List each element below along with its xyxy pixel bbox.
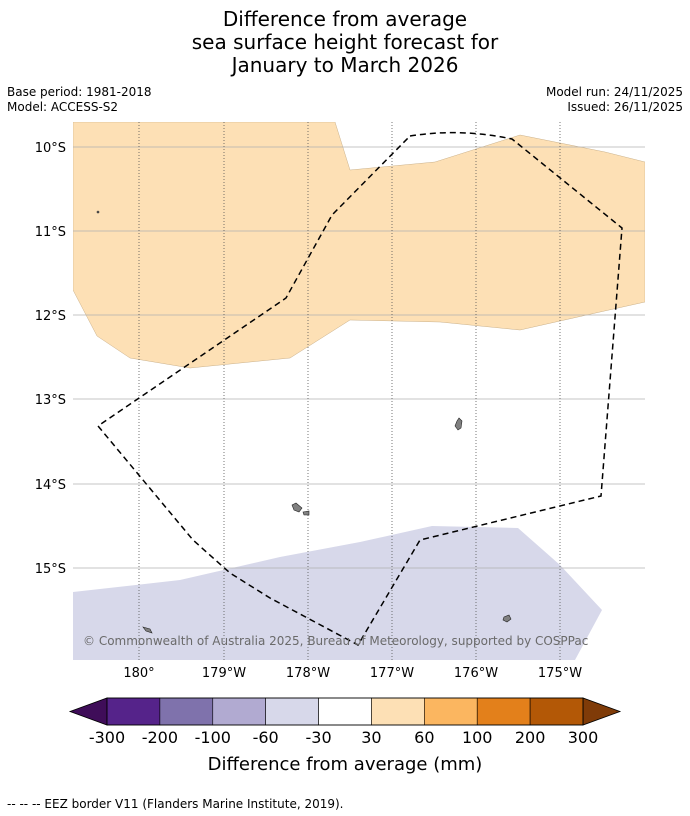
meta-right: Model run: 24/11/2025 Issued: 26/11/2025	[546, 85, 683, 115]
lon-label: 180°	[123, 666, 154, 681]
colorbar-segment	[106, 697, 161, 726]
island-uvea	[454, 417, 463, 431]
colorbar-segment	[212, 697, 266, 726]
colorbar-ticks: -300 -200 -100 -60 -30 30 60 100 200 300	[89, 728, 598, 747]
negative-anomaly-region	[73, 526, 602, 660]
lat-label: 14°S	[35, 478, 66, 493]
colorbar-tick-label: 300	[568, 728, 599, 747]
base-period: Base period: 1981-2018	[7, 85, 152, 99]
colorbar-segment	[371, 697, 425, 726]
colorbar-segment	[159, 697, 214, 726]
eez-border	[96, 131, 623, 647]
colorbar-segment	[424, 697, 478, 726]
issued-date: Issued: 26/11/2025	[567, 100, 683, 114]
longitude-labels: 180° 179°W 178°W 177°W 176°W 175°W	[123, 666, 582, 681]
map-title: Difference from average sea surface heig…	[0, 8, 690, 77]
lat-label: 11°S	[35, 225, 66, 240]
colorbar-segment	[265, 697, 319, 726]
colorbar-segment	[476, 697, 531, 726]
colorbar-segment	[529, 697, 584, 726]
latitude-labels: 10°S 11°S 12°S 13°S 14°S 15°S	[35, 141, 66, 577]
lon-label: 175°W	[538, 666, 582, 681]
lat-label: 10°S	[35, 141, 66, 156]
island-south-east	[502, 614, 512, 623]
lon-label: 179°W	[202, 666, 246, 681]
island-south-west	[142, 626, 153, 634]
colorbar-tick-label: -300	[89, 728, 125, 747]
island-alofi	[302, 510, 310, 516]
lon-label: 177°W	[370, 666, 414, 681]
lat-label: 13°S	[35, 393, 66, 408]
title-line-1: Difference from average	[222, 7, 468, 31]
island-futuna	[291, 502, 303, 513]
lat-label: 15°S	[35, 562, 66, 577]
eez-legend: -- -- -- EEZ border V11 (Flanders Marine…	[7, 797, 344, 811]
islands	[96, 210, 512, 634]
lat-label: 12°S	[35, 309, 66, 324]
colorbar-label: Difference from average (mm)	[208, 754, 483, 775]
colorbar: -300 -200 -100 -60 -30 30 60 100 200 300 Differen…	[68, 697, 622, 775]
title-line-2: sea surface height forecast for	[191, 30, 499, 54]
lon-label: 176°W	[454, 666, 498, 681]
colorbar-tick-label: -200	[142, 728, 178, 747]
latitude-gridlines	[73, 146, 645, 569]
colorbar-frame	[106, 697, 584, 726]
colorbar-tick-label: 100	[462, 728, 493, 747]
colorbar-tick-label: -100	[195, 728, 231, 747]
colorbar-tick-label: -60	[253, 728, 279, 747]
map-area: © Commonwealth of Australia 2025, Bureau…	[73, 122, 645, 660]
island-north-west	[96, 210, 100, 214]
meta-left: Base period: 1981-2018 Model: ACCESS-S2	[7, 85, 152, 115]
colorbar-tick-label: 200	[515, 728, 546, 747]
title-line-3: January to March 2026	[231, 53, 459, 77]
colorbar-segments	[106, 697, 584, 726]
colorbar-tick-label: 60	[414, 728, 434, 747]
colorbar-extend-high	[582, 697, 622, 726]
copyright-text: © Commonwealth of Australia 2025, Bureau…	[83, 634, 588, 648]
model-name: Model: ACCESS-S2	[7, 100, 119, 114]
model-run: Model run: 24/11/2025	[545, 85, 683, 99]
colorbar-segment	[318, 697, 372, 726]
colorbar-tick-label: -30	[305, 728, 331, 747]
colorbar-tick-label: 30	[361, 728, 381, 747]
colorbar-extend-low	[68, 697, 108, 726]
lon-label: 178°W	[286, 666, 330, 681]
